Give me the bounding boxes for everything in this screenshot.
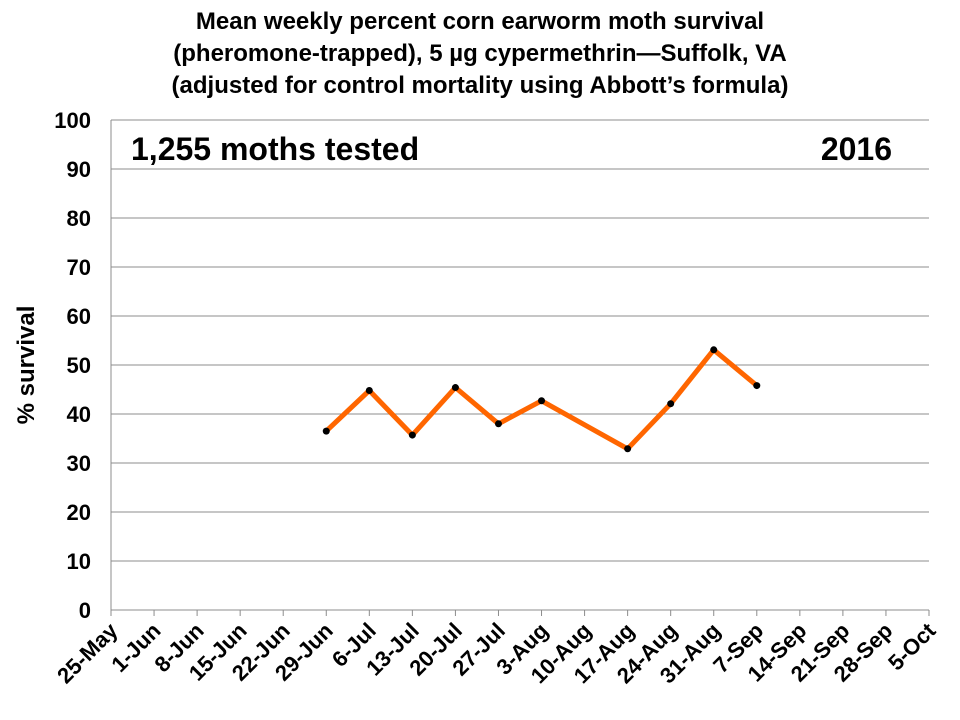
series-line: [323, 347, 760, 452]
y-tick-label: 80: [67, 206, 91, 231]
x-tick-label: 5-Oct: [883, 617, 941, 675]
data-point: [408, 431, 416, 439]
chart-title-line-2: (pheromone-trapped), 5 µg cypermethrin—S…: [173, 40, 787, 67]
data-point: [624, 445, 632, 453]
moths-tested-annotation: 1,255 moths tested: [131, 131, 419, 167]
gridlines: [111, 119, 929, 562]
data-point: [365, 386, 373, 394]
y-tick-labels: 0 10 20 30 40 50 60 70 80 90 100: [54, 108, 91, 623]
data-point: [710, 346, 718, 354]
data-point: [538, 397, 546, 405]
data-point: [667, 400, 675, 408]
chart-title-line-1: Mean weekly percent corn earworm moth su…: [195, 8, 765, 35]
x-tick-label: 1-Jun: [106, 618, 165, 677]
y-tick-label: 100: [54, 108, 91, 133]
data-point: [322, 427, 330, 435]
y-axis-label: % survival: [13, 306, 40, 425]
series-layer: [322, 346, 761, 453]
y-tick-label: 0: [79, 598, 91, 623]
y-tick-label: 30: [67, 451, 91, 476]
axes: [110, 120, 930, 616]
y-tick-label: 60: [67, 304, 91, 329]
y-tick-label: 90: [67, 157, 91, 182]
y-tick-label: 40: [67, 402, 91, 427]
y-tick-label: 10: [67, 549, 91, 574]
chart-title: Mean weekly percent corn earworm moth su…: [0, 6, 960, 102]
y-tick-label: 50: [67, 353, 91, 378]
y-tick-label: 20: [67, 500, 91, 525]
x-tick-labels: 25-May1-Jun8-Jun15-Jun22-Jun29-Jun6-Jul1…: [52, 617, 941, 688]
chart-title-line-3: (adjusted for control mortality using Ab…: [171, 72, 789, 99]
data-point: [451, 384, 459, 392]
year-annotation: 2016: [821, 131, 892, 167]
data-point: [494, 420, 502, 428]
y-tick-label: 70: [67, 255, 91, 280]
data-point: [753, 382, 761, 390]
